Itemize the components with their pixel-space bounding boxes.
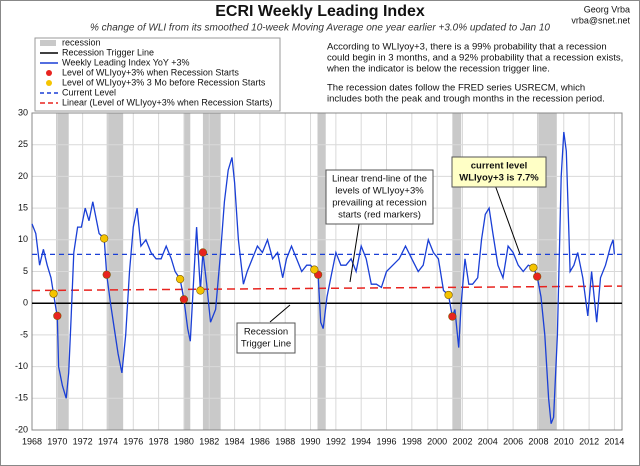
marker <box>102 270 111 279</box>
y-tick-label: -10 <box>15 361 28 371</box>
y-tick-label: 20 <box>18 171 28 181</box>
marker <box>448 312 457 321</box>
x-tick-label: 2006 <box>503 436 523 446</box>
annotation-text: prevailing at recession <box>332 198 427 209</box>
marker <box>176 275 185 284</box>
x-tick-label: 1980 <box>174 436 194 446</box>
annotation-arrow <box>269 304 291 323</box>
x-tick-label: 2000 <box>427 436 447 446</box>
legend-swatch <box>46 70 52 76</box>
marker <box>444 290 453 300</box>
annotation-text: WLIyoy+3 is 7.7% <box>459 173 539 184</box>
x-tick-label: 1978 <box>149 436 169 446</box>
chart-subtitle: % change of WLI from its smoothed 10-wee… <box>90 23 550 34</box>
annotation-arrow <box>349 217 361 283</box>
x-tick-label: 1976 <box>123 436 143 446</box>
y-tick-label: 30 <box>18 107 28 117</box>
y-tick-label: -20 <box>15 424 28 434</box>
legend-label: Recession Trigger Line <box>62 47 154 57</box>
note: includes both the peak and trough months… <box>327 94 605 105</box>
x-tick-label: 1994 <box>351 436 371 446</box>
marker <box>49 289 58 298</box>
x-tick-label: 2004 <box>478 436 498 446</box>
legend-swatch <box>46 80 52 86</box>
trend-line <box>31 285 623 292</box>
x-tick-label: 1982 <box>199 436 219 446</box>
marker <box>529 263 538 272</box>
y-tick-label: -15 <box>15 393 28 403</box>
y-tick-label: -5 <box>20 329 28 339</box>
legend-swatch <box>40 40 56 46</box>
annotation-text: current level <box>471 161 528 172</box>
x-tick-label: 1972 <box>73 436 93 446</box>
x-tick-label: 1998 <box>402 436 422 446</box>
x-tick-label: 1970 <box>47 436 67 446</box>
series-line <box>31 131 616 424</box>
y-tick-label: 25 <box>18 139 28 149</box>
x-tick-label: 2010 <box>554 436 574 446</box>
annotation-text: Trigger Line <box>241 339 291 350</box>
x-tick-label: 2014 <box>604 436 624 446</box>
annotation-box <box>451 156 547 188</box>
annotation-arrow <box>494 184 521 255</box>
legend-label: Level of WLIyoy+3% 3 Mo before Recession… <box>62 77 266 87</box>
annotation-text: Linear trend-line of the <box>332 174 427 185</box>
x-tick-label: 1984 <box>225 436 245 446</box>
annotation-box <box>325 169 434 225</box>
annotation-box <box>236 322 296 354</box>
marker <box>533 272 542 281</box>
marker <box>179 295 189 304</box>
x-tick-label: 1990 <box>301 436 321 446</box>
x-tick-label: 1996 <box>376 436 396 446</box>
chart-title: ECRI Weekly Leading Index <box>215 3 425 20</box>
legend-box <box>34 37 281 112</box>
x-tick-label: 2008 <box>528 436 548 446</box>
note: could begin in 3 months, and a 92% proba… <box>327 53 623 64</box>
plot-border <box>31 112 623 431</box>
legend-label: Weekly Leading Index YoY +3% <box>62 57 190 67</box>
credit: Georg Vrba <box>584 4 630 14</box>
annotation-text: levels of WLIyoy+3% <box>335 186 424 197</box>
y-tick-label: 10 <box>18 234 28 244</box>
marker <box>310 265 319 274</box>
y-tick-label: 15 <box>18 202 28 212</box>
marker <box>53 311 62 320</box>
credit: vrba@snet.net <box>571 15 630 25</box>
legend-label: Level of WLIyoy+3% when Recession Starts <box>62 67 239 77</box>
x-tick-label: 1974 <box>98 436 118 446</box>
annotation-text: Recession <box>244 327 288 338</box>
note: when the indicator is below the recessio… <box>326 64 550 75</box>
marker <box>100 234 109 243</box>
y-tick-label: 0 <box>23 298 28 308</box>
note: According to WLIyoy+3, there is a 99% pr… <box>327 42 607 53</box>
x-tick-label: 1986 <box>250 436 270 446</box>
y-tick-label: 5 <box>23 266 28 276</box>
marker <box>196 286 205 295</box>
note: The recession dates follow the FRED seri… <box>327 83 585 94</box>
marker <box>198 248 208 257</box>
x-tick-label: 1992 <box>326 436 346 446</box>
legend-label: recession <box>62 37 101 47</box>
x-tick-label: 2002 <box>452 436 472 446</box>
x-tick-label: 2012 <box>579 436 599 446</box>
legend-label: Linear (Level of WLIyoy+3% when Recessio… <box>62 97 272 107</box>
annotation-text: starts (red markers) <box>338 210 421 221</box>
legend-label: Current Level <box>62 87 116 97</box>
x-tick-label: 1968 <box>22 436 42 446</box>
x-tick-label: 1988 <box>275 436 295 446</box>
